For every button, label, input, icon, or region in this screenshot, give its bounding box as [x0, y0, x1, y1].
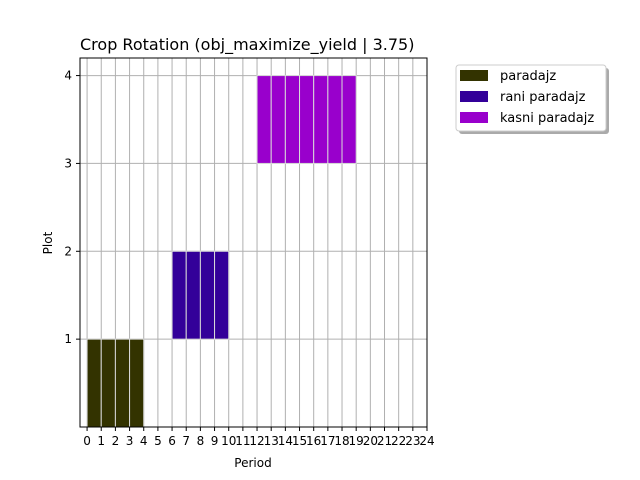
y-axis-label: Plot [41, 231, 55, 254]
y-tick-label: 2 [64, 244, 72, 258]
legend-swatch [460, 112, 488, 123]
x-tick-label: 11 [235, 434, 250, 448]
x-tick-label: 3 [126, 434, 134, 448]
bar-kasni-paradajz-period-12 [256, 75, 272, 164]
bar-paradajz-period-3 [129, 338, 145, 428]
x-tick-label: 14 [278, 434, 293, 448]
x-tick-label: 18 [334, 434, 349, 448]
bar-kasni-paradajz-period-13 [270, 75, 286, 164]
x-tick-label: 10 [221, 434, 236, 448]
y-ticks: 1 2 3 4 [64, 69, 80, 346]
x-tick-label: 1 [97, 434, 105, 448]
y-tick-label: 1 [64, 332, 72, 346]
bar-paradajz-period-2 [114, 338, 131, 428]
bar-kasni-paradajz-period-16 [313, 75, 329, 164]
x-axis-label: Period [234, 456, 271, 470]
legend-label: rani paradajz [500, 90, 586, 105]
x-tick-label: 5 [154, 434, 162, 448]
x-tick-label: 13 [264, 434, 279, 448]
legend-label: kasni paradajz [500, 111, 594, 126]
bar-rani-paradajz-period-7 [185, 250, 201, 340]
x-tick-label: 20 [363, 434, 378, 448]
bar-rani-paradajz-period-6 [171, 250, 187, 340]
legend-swatch [460, 70, 488, 81]
x-tick-label: 15 [292, 434, 307, 448]
legend: paradajz rani paradajz kasni paradajz [455, 64, 609, 134]
bar-paradajz-period-1 [100, 338, 116, 428]
bar-rani-paradajz-period-9 [214, 250, 230, 340]
x-tick-label: 19 [349, 434, 364, 448]
chart-title: Crop Rotation (obj_maximize_yield | 3.75… [80, 35, 414, 55]
bar-rani-paradajz-period-8 [199, 250, 216, 340]
x-tick-label: 4 [140, 434, 148, 448]
bar-kasni-paradajz-period-14 [284, 75, 301, 164]
bar-paradajz-period-0 [86, 338, 102, 428]
x-tick-label: 2 [112, 434, 120, 448]
x-tick-label: 22 [391, 434, 406, 448]
x-tick-label: 0 [83, 434, 91, 448]
plot-frame [79, 57, 428, 428]
x-tick-label: 16 [306, 434, 321, 448]
bar-kasni-paradajz-period-15 [299, 75, 315, 164]
x-tick-label: 21 [377, 434, 392, 448]
legend-label: paradajz [500, 69, 556, 84]
legend-box [455, 64, 607, 132]
x-tick-label: 23 [405, 434, 420, 448]
bar-kasni-paradajz-period-18 [341, 75, 357, 164]
y-tick-label: 4 [64, 69, 72, 83]
x-tick-label: 12 [249, 434, 264, 448]
x-tick-label: 24 [419, 434, 434, 448]
bar-kasni-paradajz-period-17 [327, 75, 343, 164]
x-tick-label: 6 [168, 434, 176, 448]
y-tick-label: 3 [64, 156, 72, 170]
x-tick-label: 8 [197, 434, 205, 448]
x-tick-label: 9 [211, 434, 219, 448]
bars-group [86, 75, 357, 428]
x-tick-label: 17 [320, 434, 335, 448]
x-tick-label: 7 [182, 434, 190, 448]
legend-swatch [460, 91, 488, 102]
